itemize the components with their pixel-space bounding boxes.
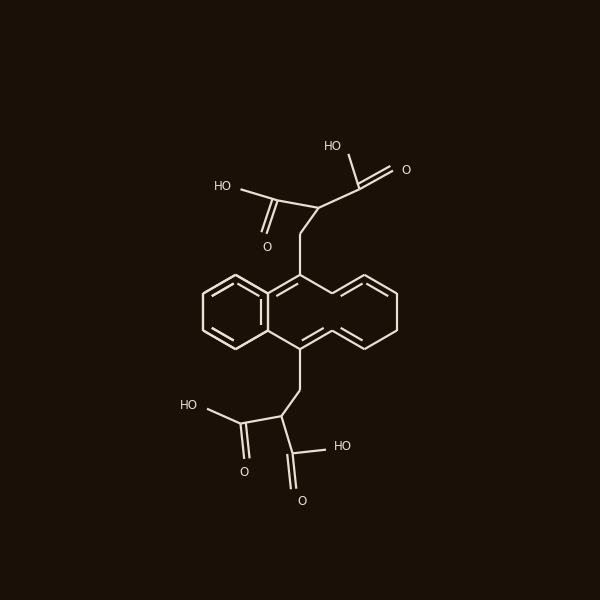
Text: O: O: [262, 241, 271, 254]
Text: O: O: [298, 496, 307, 508]
Text: O: O: [401, 164, 411, 177]
Text: HO: HO: [325, 140, 343, 153]
Text: O: O: [239, 466, 249, 479]
Text: HO: HO: [334, 440, 352, 453]
Text: HO: HO: [180, 399, 198, 412]
Text: HO: HO: [214, 180, 232, 193]
